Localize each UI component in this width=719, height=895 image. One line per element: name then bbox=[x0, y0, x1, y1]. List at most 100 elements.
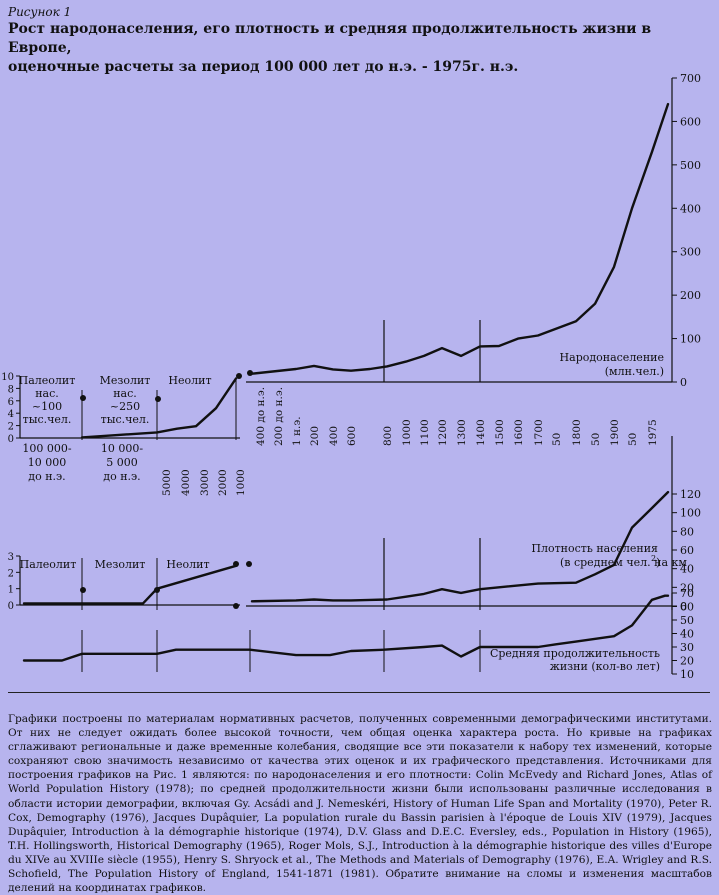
density-right-tick-label: 20 bbox=[680, 581, 694, 594]
life-right-tick-label: 50 bbox=[680, 614, 694, 627]
life-ylabel: жизни (кол-во лет) bbox=[550, 660, 660, 673]
population-right-tick-label: 700 bbox=[680, 72, 701, 85]
title-line-1: Рост народонаселения, его плотность и ср… bbox=[8, 21, 652, 56]
density-break-dot bbox=[246, 561, 252, 567]
density-right-tick-label: 40 bbox=[680, 563, 694, 576]
density-left-tick-label: 2 bbox=[8, 568, 14, 579]
population-left-tick-label: 6 bbox=[8, 397, 14, 408]
density-break-dot bbox=[233, 603, 239, 609]
population-x-tick-label: 1000 bbox=[235, 469, 247, 496]
population-x-tick-label: 5000 bbox=[161, 469, 173, 496]
population-prehistoric-x-label: 100 000- bbox=[22, 442, 71, 455]
life-right-tick-label: 40 bbox=[680, 628, 694, 641]
density-break-dot bbox=[80, 587, 86, 593]
density-break-dot bbox=[233, 561, 239, 567]
density-ylabel: ) bbox=[656, 556, 660, 569]
density-historic-line bbox=[250, 490, 670, 603]
population-x-tick-label: 1700 bbox=[533, 419, 545, 446]
population-break-dot bbox=[236, 373, 242, 379]
population-era-label: нас. bbox=[113, 387, 137, 400]
population-left-tick-label: 0 bbox=[8, 434, 14, 445]
population-x-tick-label: 1900 bbox=[609, 419, 621, 446]
figure-label: Рисунок 1 bbox=[8, 5, 72, 19]
density-ancient-line bbox=[22, 564, 238, 605]
sources-text: Графики построены по материалам норматив… bbox=[8, 713, 712, 895]
density-left-tick-label: 3 bbox=[8, 552, 14, 563]
life-right-tick-label: 70 bbox=[680, 587, 694, 600]
population-right-tick-label: 100 bbox=[680, 333, 701, 346]
population-x-tick-label: 2000 bbox=[217, 469, 229, 496]
population-left-tick-label: 10 bbox=[1, 372, 14, 383]
population-era-label: ~100 bbox=[32, 400, 62, 413]
life-expectancy-line bbox=[22, 594, 670, 662]
population-ancient-line bbox=[80, 377, 238, 439]
population-x-tick-label: 400 bbox=[328, 426, 340, 446]
population-right-tick-label: 600 bbox=[680, 115, 701, 128]
population-left-tick-label: 8 bbox=[8, 384, 14, 395]
density-right-tick-label: 80 bbox=[680, 525, 694, 538]
density-ylabel: (в среднем чел. на км bbox=[560, 556, 687, 569]
title-line-2: оценочные расчеты за период 100 000 лет … bbox=[8, 59, 519, 75]
population-x-tick-label: 1000 bbox=[401, 419, 413, 446]
density-right-tick-label: 60 bbox=[680, 544, 694, 557]
population-era-label: Палеолит bbox=[19, 374, 76, 387]
density-right-tick-label: 120 bbox=[680, 488, 701, 501]
population-ylabel: Народонаселение bbox=[560, 351, 664, 364]
population-era-label: Неолит bbox=[168, 374, 211, 387]
population-right-tick-label: 0 bbox=[680, 376, 687, 389]
population-left-tick-label: 4 bbox=[8, 409, 14, 420]
population-prehistoric-x-label: до н.э. bbox=[28, 470, 65, 483]
figure-title: Рост народонаселения, его плотность и ср… bbox=[8, 20, 708, 77]
population-break-dot bbox=[80, 395, 86, 401]
population-x-tick-label: 50 bbox=[627, 433, 639, 446]
population-right-tick-label: 300 bbox=[680, 246, 701, 259]
life-right-tick-label: 10 bbox=[680, 668, 694, 681]
population-x-tick-label: 600 bbox=[346, 426, 358, 446]
chart-lines-layer bbox=[16, 77, 677, 675]
density-break-dot bbox=[154, 587, 160, 593]
population-era-label: ~250 bbox=[110, 400, 140, 413]
population-x-tick-label: 800 bbox=[382, 426, 394, 446]
population-prehistoric-x-label: 10 000 bbox=[28, 456, 67, 469]
population-x-tick-label: 400 до н.э. bbox=[255, 387, 267, 446]
life-right-tick-label: 60 bbox=[680, 601, 694, 614]
population-prehistoric-x-label: 10 000- bbox=[101, 442, 143, 455]
density-right-tick-label: 100 bbox=[680, 507, 701, 520]
population-x-tick-label: 1200 bbox=[437, 419, 449, 446]
separator-rule bbox=[8, 692, 710, 693]
life-right-tick-label: 30 bbox=[680, 641, 694, 654]
density-right-tick-label: 0 bbox=[680, 600, 687, 613]
life-ylabel: Средняя продолжительность bbox=[490, 647, 660, 660]
population-right-tick-label: 500 bbox=[680, 159, 701, 172]
population-x-tick-label: 1300 bbox=[456, 419, 468, 446]
population-x-tick-label: 4000 bbox=[180, 469, 192, 496]
population-era-label: Мезолит bbox=[100, 374, 151, 387]
density-ylabel: Плотность населения bbox=[531, 542, 658, 555]
population-x-tick-label: 1400 bbox=[475, 419, 487, 446]
density-left-tick-label: 0 bbox=[8, 601, 14, 612]
life-right-tick-label: 20 bbox=[680, 655, 694, 668]
population-x-tick-label: 1 н.э. bbox=[291, 416, 303, 446]
population-prehistoric-x-label: 5 000 bbox=[106, 456, 138, 469]
population-x-tick-label: 1600 bbox=[513, 419, 525, 446]
population-x-tick-label: 1800 bbox=[571, 419, 583, 446]
density-era-label: Мезолит bbox=[95, 558, 146, 571]
population-era-label: нас. bbox=[35, 387, 59, 400]
population-x-tick-label: 50 bbox=[551, 433, 563, 446]
population-x-tick-label: 1100 bbox=[419, 419, 431, 446]
population-break-dot bbox=[155, 396, 161, 402]
population-ylabel: (млн.чел.) bbox=[605, 365, 664, 378]
population-era-label: тыс.чел. bbox=[23, 413, 72, 426]
population-right-tick-label: 400 bbox=[680, 202, 701, 215]
population-prehistoric-x-label: до н.э. bbox=[103, 470, 140, 483]
population-x-tick-label: 1500 bbox=[494, 419, 506, 446]
population-era-label: тыс.чел. bbox=[101, 413, 150, 426]
population-historic-line bbox=[250, 102, 670, 375]
density-era-label: Неолит bbox=[166, 558, 209, 571]
population-x-tick-label: 200 до н.э. bbox=[273, 387, 285, 446]
density-era-label: Палеолит bbox=[20, 558, 77, 571]
population-right-tick-label: 200 bbox=[680, 289, 701, 302]
population-x-tick-label: 3000 bbox=[199, 469, 211, 496]
